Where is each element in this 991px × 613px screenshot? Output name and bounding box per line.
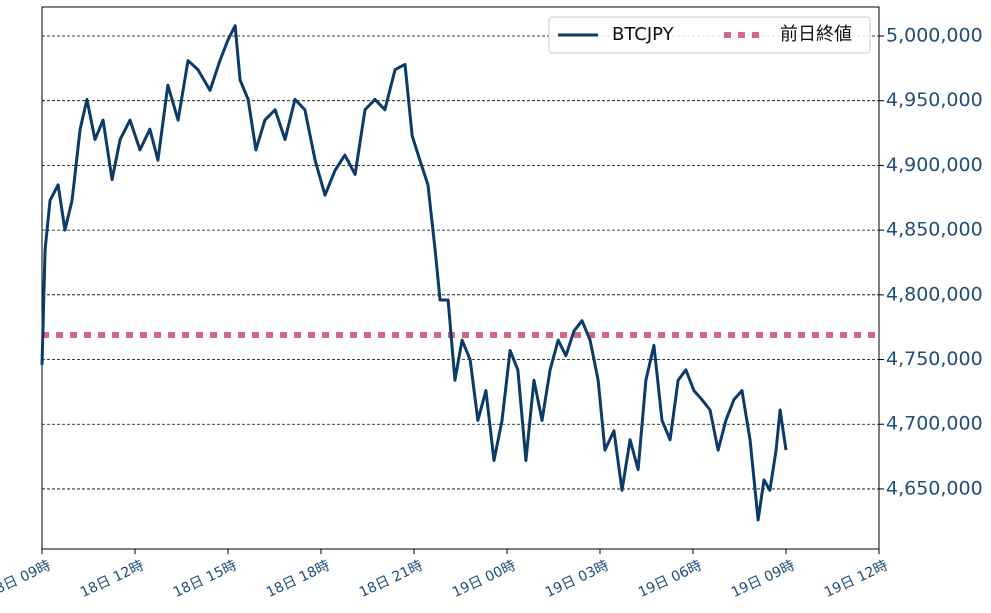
x-tick-label: 18日 15時 bbox=[171, 558, 239, 601]
plot-frame bbox=[41, 6, 880, 550]
x-tick-label: 18日 18時 bbox=[264, 558, 332, 601]
y-tick-label: 4,850,000 bbox=[886, 219, 983, 241]
y-tick-label: 4,900,000 bbox=[886, 154, 983, 176]
y-tick-label: 4,950,000 bbox=[886, 89, 983, 111]
y-tick-label: 4,750,000 bbox=[886, 348, 983, 370]
legend-box bbox=[548, 16, 871, 54]
price-line bbox=[40, 24, 788, 522]
y-tick-label: 4,800,000 bbox=[886, 283, 983, 305]
x-tick-label: 19日 09時 bbox=[729, 558, 797, 601]
x-tick-label: 19日 03時 bbox=[543, 558, 611, 601]
legend-label: BTCJPY bbox=[612, 24, 675, 45]
y-tick-label: 4,700,000 bbox=[886, 413, 983, 435]
x-tick-label: 19日 06時 bbox=[636, 558, 704, 601]
x-tick-label: 18日 21時 bbox=[357, 558, 425, 601]
legend-label: 前日終値 bbox=[780, 24, 852, 45]
x-tick-label: 18日 09時 bbox=[0, 558, 53, 601]
x-tick-label: 18日 12時 bbox=[78, 558, 146, 601]
x-tick-label: 19日 00時 bbox=[450, 558, 518, 601]
y-tick-label: 5,000,000 bbox=[886, 24, 983, 46]
x-tick-label: 19日 12時 bbox=[822, 558, 890, 601]
y-tick-label: 4,650,000 bbox=[886, 477, 983, 499]
